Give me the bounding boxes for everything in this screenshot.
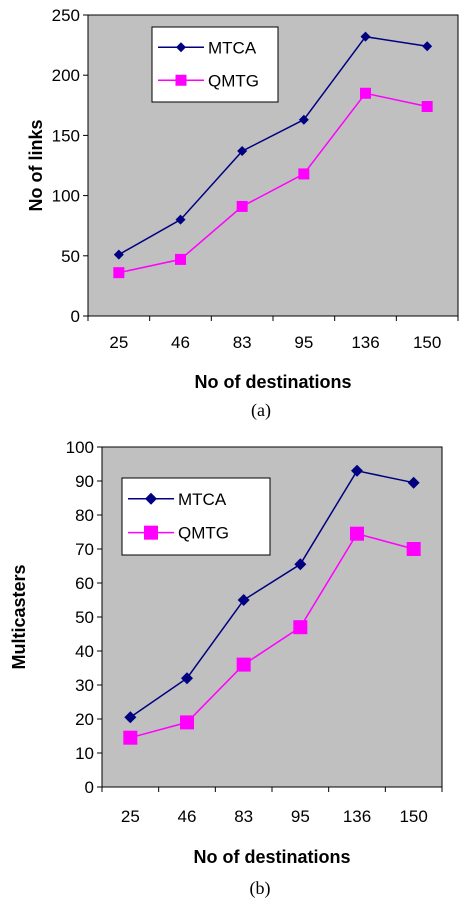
y-tick-label: 250 (52, 6, 80, 25)
legend-marker-mtca (145, 492, 157, 505)
x-tick-label: 25 (109, 333, 128, 352)
x-tick-label: 150 (413, 333, 441, 352)
legend-label-qmtg: QMTG (208, 71, 259, 90)
y-tick-label: 0 (71, 307, 80, 326)
data-point-mtca (422, 41, 433, 52)
x-tick-label: 95 (294, 333, 313, 352)
data-point-mtca (298, 114, 309, 125)
series-line-mtca (118, 35, 428, 256)
legend-label-mtca: MTCA (178, 490, 227, 509)
x-axis-title: No of destinations (194, 847, 351, 867)
data-point-qmtg (175, 253, 186, 265)
data-point-qmtg (406, 542, 421, 556)
x-axis-title: No of destinations (195, 372, 352, 392)
data-point-mtca (181, 672, 193, 685)
legend-marker-qmtg (175, 74, 187, 86)
legend-box (121, 477, 271, 556)
y-tick-label: 100 (52, 187, 80, 206)
x-tick-label: 83 (233, 333, 252, 352)
data-point-qmtg (236, 200, 248, 212)
data-point-qmtg (113, 267, 125, 279)
data-point-mtca (237, 594, 250, 606)
y-tick-label: 50 (75, 608, 94, 627)
y-tick-label: 50 (61, 247, 80, 266)
x-tick-label: 83 (234, 807, 253, 826)
data-point-mtca (175, 214, 186, 225)
data-point-qmtg (360, 87, 371, 99)
y-axis-title: No of links (26, 119, 46, 211)
data-point-mtca (351, 464, 363, 477)
data-point-mtca (124, 711, 137, 724)
x-tick-label: 136 (351, 333, 379, 352)
data-point-mtca (113, 249, 124, 260)
x-tick-label: 46 (171, 333, 190, 352)
data-point-mtca (237, 146, 248, 157)
data-point-qmtg (293, 620, 308, 635)
x-tick-label: 95 (291, 807, 310, 826)
x-tick-label: 46 (178, 807, 197, 826)
data-point-qmtg (236, 657, 251, 672)
series-line-qmtg (118, 92, 428, 274)
y-tick-label: 70 (75, 540, 94, 559)
data-point-mtca (360, 31, 371, 42)
chart-a: 0 50 100 150 200 250 25 46 83 95 136 150 No of desti… (26, 6, 459, 421)
legend-marker-qmtg (144, 525, 158, 540)
series-line-qmtg (130, 532, 414, 739)
chart-caption: (a) (251, 400, 271, 421)
y-tick-label: 20 (75, 710, 94, 729)
y-tick-label: 30 (75, 676, 94, 695)
y-tick-label: 90 (75, 472, 94, 491)
x-tick-label: 25 (121, 807, 140, 826)
y-tick-label: 0 (85, 778, 94, 797)
data-point-qmtg (421, 101, 433, 113)
y-tick-label: 100 (66, 438, 94, 457)
data-point-qmtg (298, 168, 310, 180)
x-tick-label: 150 (399, 807, 427, 826)
y-axis-title: Multicasters (9, 564, 29, 669)
data-point-qmtg (123, 730, 138, 745)
chart-caption: (b) (250, 878, 271, 899)
y-tick-label: 60 (75, 574, 94, 593)
legend-box (151, 26, 279, 103)
series-line-mtca (129, 469, 414, 718)
y-tick-label: 150 (52, 126, 80, 145)
y-tick-label: 80 (75, 506, 94, 525)
y-tick-label: 200 (52, 66, 80, 85)
legend-label-qmtg: QMTG (178, 524, 229, 543)
legend-label-mtca: MTCA (208, 38, 257, 57)
data-point-qmtg (350, 526, 364, 541)
chart-b: 0 10 20 30 40 50 60 70 80 90 100 25 46 83 95 136 150 No o… (9, 438, 443, 899)
y-tick-label: 40 (75, 642, 94, 661)
data-point-qmtg (180, 715, 194, 730)
y-tick-label: 10 (75, 744, 94, 763)
x-tick-label: 136 (343, 807, 371, 826)
legend-marker-mtca (176, 42, 186, 53)
data-point-mtca (294, 558, 307, 571)
data-point-mtca (407, 476, 420, 489)
